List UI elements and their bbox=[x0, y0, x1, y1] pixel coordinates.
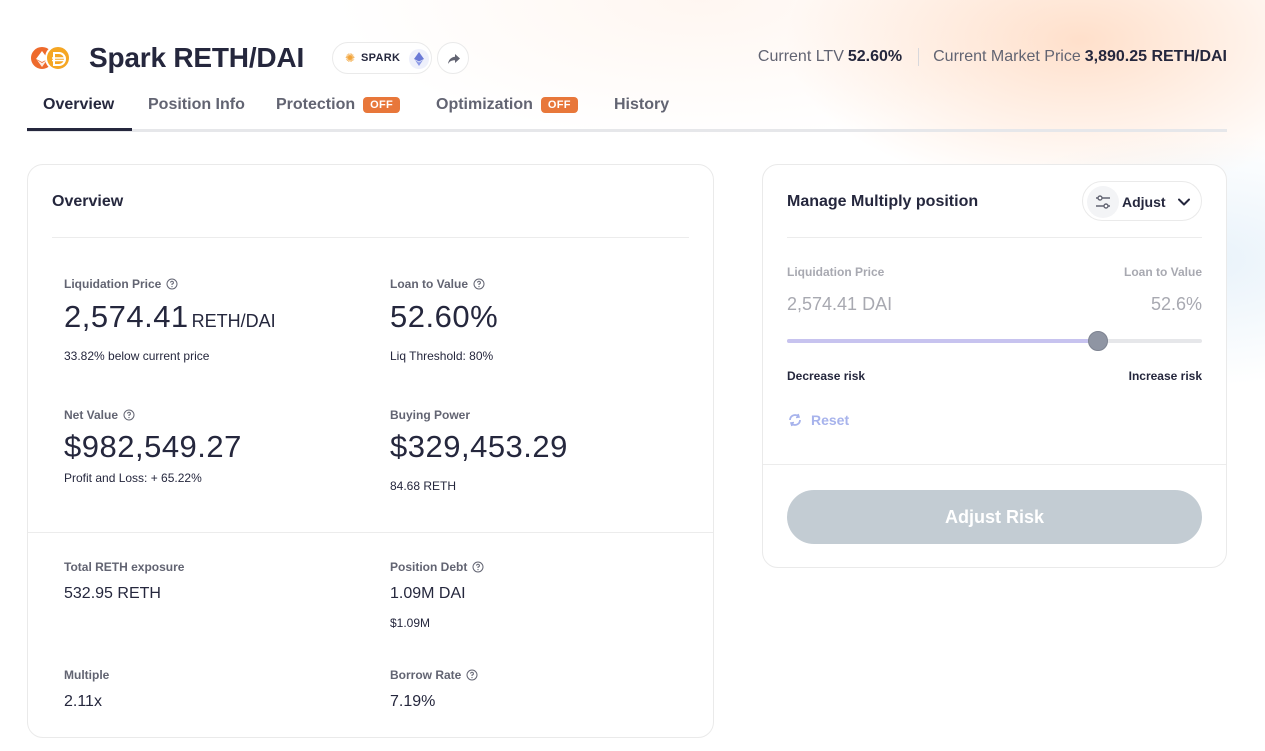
reset-label: Reset bbox=[811, 412, 850, 428]
share-button[interactable] bbox=[437, 42, 469, 74]
total-exposure-label: Total RETH exposure bbox=[64, 560, 184, 574]
tab-position-info-label: Position Info bbox=[148, 96, 245, 113]
header-stats: Current LTV 52.60% Current Market Price … bbox=[758, 48, 1227, 66]
buying-power-sub: 84.68 RETH bbox=[390, 479, 457, 493]
manage-title-divider bbox=[787, 237, 1202, 238]
multiple-value: 2.11x bbox=[64, 693, 102, 710]
adjust-dropdown[interactable]: Adjust bbox=[1082, 181, 1202, 221]
protocol-chip[interactable]: ✺ SPARK bbox=[332, 42, 432, 74]
tab-optimization[interactable]: Optimization OFF bbox=[436, 96, 578, 114]
spark-logo-icon: ✺ bbox=[345, 51, 356, 65]
manage-position-card: Manage Multiply position Adjust Liquidat… bbox=[762, 164, 1227, 568]
borrow-rate-value: 7.19% bbox=[390, 693, 436, 710]
liquidation-price-number: 2,574.41 bbox=[64, 299, 189, 334]
protocol-label: SPARK bbox=[361, 52, 401, 64]
current-ltv-value: 52.60% bbox=[847, 48, 903, 65]
buying-power-label: Buying Power bbox=[390, 408, 470, 422]
net-value-label-text: Net Value bbox=[64, 408, 119, 422]
ethereum-network-icon bbox=[409, 49, 429, 69]
slider-ltv-label: Loan to Value bbox=[1123, 265, 1202, 279]
borrow-rate-label-text: Borrow Rate bbox=[390, 668, 462, 682]
liquidation-price-unit: RETH/DAI bbox=[191, 311, 276, 331]
adjust-risk-button[interactable]: Adjust Risk bbox=[787, 490, 1202, 544]
borrow-rate-label: Borrow Rate bbox=[390, 668, 478, 682]
adjust-dropdown-label: Adjust bbox=[1122, 194, 1166, 210]
dai-token-icon bbox=[45, 45, 71, 71]
reset-icon bbox=[789, 413, 801, 427]
sliders-icon bbox=[1087, 186, 1119, 218]
overview-title-divider bbox=[52, 237, 689, 238]
slider-liquidation-price-value: 2,574.41 DAI bbox=[787, 294, 893, 314]
manage-card-title: Manage Multiply position bbox=[787, 193, 979, 210]
help-icon[interactable] bbox=[466, 669, 478, 681]
chevron-down-icon bbox=[1178, 198, 1190, 206]
position-debt-usd: $1.09M bbox=[390, 616, 431, 630]
active-tab-indicator bbox=[27, 128, 132, 131]
share-icon bbox=[448, 54, 460, 64]
position-debt-label: Position Debt bbox=[390, 560, 484, 574]
overview-section-divider bbox=[28, 532, 713, 533]
manage-button-divider bbox=[763, 464, 1226, 465]
risk-slider-thumb[interactable] bbox=[1088, 331, 1109, 351]
liquidation-price-sub: 33.82% below current price bbox=[64, 349, 210, 363]
increase-risk-label: Increase risk bbox=[1128, 369, 1202, 383]
net-value-label: Net Value bbox=[64, 408, 135, 422]
market-price-value: 3,890.25 RETH/DAI bbox=[1084, 48, 1227, 65]
liquidation-price-label: Liquidation Price bbox=[64, 277, 178, 291]
loan-to-value-label: Loan to Value bbox=[390, 277, 485, 291]
help-icon[interactable] bbox=[166, 278, 178, 290]
liquidation-price-value: 2,574.41 RETH/DAI bbox=[64, 299, 276, 335]
tab-optimization-label: Optimization bbox=[436, 96, 533, 113]
buying-power-label-text: Buying Power bbox=[390, 408, 471, 422]
buying-power-value: $329,453.29 bbox=[390, 429, 568, 464]
liquidation-price-label-text: Liquidation Price bbox=[64, 277, 162, 291]
loan-to-value-label-text: Loan to Value bbox=[390, 277, 469, 291]
profit-and-loss-text: Profit and Loss: + 65.22% bbox=[64, 471, 202, 485]
total-exposure-value: 532.95 RETH bbox=[64, 585, 161, 602]
overview-card-title: Overview bbox=[52, 193, 124, 210]
reset-button[interactable]: Reset bbox=[787, 412, 849, 428]
token-pair-icons bbox=[27, 43, 71, 73]
tab-position-info[interactable]: Position Info bbox=[148, 96, 245, 114]
tab-protection-label: Protection bbox=[276, 96, 356, 113]
position-debt-value: 1.09M DAI bbox=[390, 585, 466, 602]
tab-overview-label: Overview bbox=[43, 96, 115, 113]
tab-history[interactable]: History bbox=[614, 96, 669, 114]
header-divider bbox=[918, 48, 920, 66]
position-header: Spark RETH/DAI ✺ SPARK Current LTV 52.60… bbox=[27, 40, 1227, 76]
help-icon[interactable] bbox=[473, 278, 485, 290]
position-debt-label-text: Position Debt bbox=[390, 560, 468, 574]
overview-card: Overview Liquidation Price 2,574.41 RETH/… bbox=[27, 164, 714, 738]
slider-ltv-value: 52.6% bbox=[1150, 294, 1202, 314]
risk-slider-track[interactable] bbox=[787, 339, 1202, 343]
loan-to-value-value: 52.60% bbox=[390, 299, 499, 334]
multiple-label-text: Multiple bbox=[64, 668, 110, 682]
tab-protection[interactable]: Protection OFF bbox=[276, 96, 401, 114]
total-exposure-label-text: Total RETH exposure bbox=[64, 560, 185, 574]
decrease-risk-label: Decrease risk bbox=[787, 369, 866, 383]
help-icon[interactable] bbox=[472, 561, 484, 573]
tab-bar: Overview Position Info Protection OFF Op… bbox=[27, 90, 1227, 132]
optimization-status-badge: OFF bbox=[540, 97, 578, 113]
slider-liquidation-price-label: Liquidation Price bbox=[787, 265, 885, 279]
liq-threshold-text: Liq Threshold: 80% bbox=[390, 349, 494, 363]
tab-overview[interactable]: Overview bbox=[43, 96, 114, 114]
multiple-label: Multiple bbox=[64, 668, 109, 682]
page-title: Spark RETH/DAI bbox=[89, 42, 305, 73]
protection-status-badge: OFF bbox=[363, 97, 401, 113]
current-ltv-label: Current LTV bbox=[757, 48, 844, 65]
risk-slider-fill bbox=[787, 339, 1099, 343]
net-value-value: $982,549.27 bbox=[64, 429, 242, 464]
tab-history-label: History bbox=[614, 96, 670, 113]
help-icon[interactable] bbox=[123, 409, 135, 421]
market-price-label: Current Market Price bbox=[933, 48, 1081, 65]
